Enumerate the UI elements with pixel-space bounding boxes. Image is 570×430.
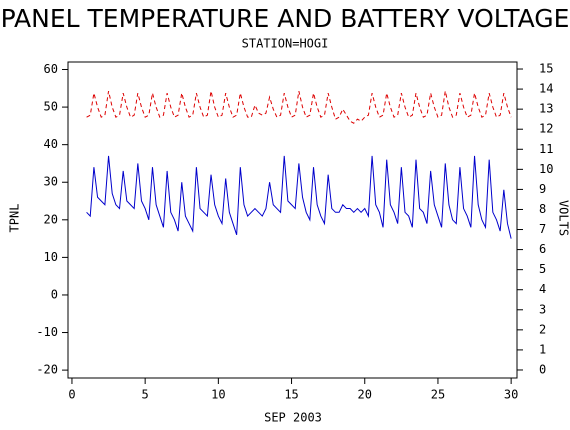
y-tick-label: -20 <box>36 363 58 377</box>
x-tick-label: 15 <box>284 388 298 402</box>
x-tick-label: 20 <box>358 388 372 402</box>
y2-tick-label: 12 <box>539 122 553 136</box>
y2-tick-label: 8 <box>539 202 546 216</box>
y-tick-label: 30 <box>44 175 58 189</box>
y-tick-label: 20 <box>44 212 58 226</box>
y-tick-label: -10 <box>36 325 58 339</box>
data-line <box>86 90 512 124</box>
y2-tick-label: 15 <box>539 62 553 76</box>
data-line <box>86 155 512 239</box>
y2-tick-label: 13 <box>539 102 553 116</box>
y-tick-label: 0 <box>51 287 58 301</box>
y2-tick-label: 5 <box>539 262 546 276</box>
y2-tick-label: 11 <box>539 142 553 156</box>
y2-tick-label: 3 <box>539 302 546 316</box>
y2-tick-label: 1 <box>539 342 546 356</box>
x-axis-label: SEP 2003 <box>264 411 322 425</box>
y2-tick-label: 7 <box>539 222 546 236</box>
x-tick-label: 10 <box>211 388 225 402</box>
x-tick-label: 0 <box>68 388 75 402</box>
y2-tick-label: 6 <box>539 242 546 256</box>
chart-subtitle: STATION=HOGI <box>242 37 329 51</box>
y2-axis-label: VOLTS <box>557 200 570 236</box>
y-tick-label: 50 <box>44 100 58 114</box>
y2-tick-label: 2 <box>539 322 546 336</box>
y2-tick-label: 4 <box>539 282 546 296</box>
y2-tick-label: 10 <box>539 162 553 176</box>
y-axis-label: TPNL <box>8 204 22 233</box>
x-tick-label: 30 <box>504 388 518 402</box>
x-tick-label: 25 <box>431 388 445 402</box>
x-tick-label: 5 <box>142 388 149 402</box>
chart-title: PANEL TEMPERATURE AND BATTERY VOLTAGE <box>1 4 570 33</box>
y-tick-label: 60 <box>44 62 58 76</box>
y-tick-label: 10 <box>44 250 58 264</box>
y2-tick-label: 14 <box>539 82 553 96</box>
y-tick-label: 40 <box>44 137 58 151</box>
y2-tick-label: 9 <box>539 182 546 196</box>
y2-tick-label: 0 <box>539 362 546 376</box>
